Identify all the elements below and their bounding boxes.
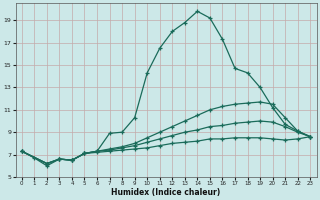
X-axis label: Humidex (Indice chaleur): Humidex (Indice chaleur) <box>111 188 221 197</box>
